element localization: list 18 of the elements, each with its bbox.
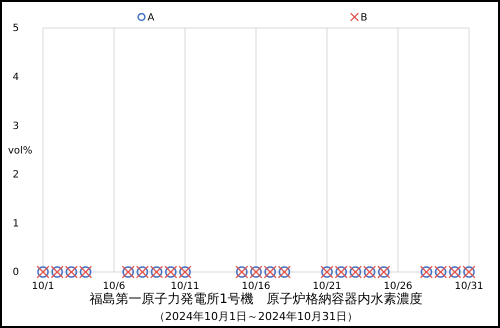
x-tick-label: 10/16 [242,281,270,292]
y-tick-label: 5 [12,23,19,34]
x-tick-label: 10/1 [32,281,54,292]
y-tick-label: 2 [12,170,19,181]
x-tick-label: 10/26 [384,281,412,292]
legend-label: A [148,12,154,24]
y-tick-label: 1 [12,218,19,230]
legend-label: B [360,12,368,24]
text: 福島第一原子力発電所1号機 原子炉格納容器内水素濃度 [89,291,423,307]
x-tick-label: 10/11 [170,281,200,292]
y-tick-label: 0 [12,267,19,278]
y-tick-label: 4 [12,72,19,83]
y-tick-label: 3 [12,120,19,132]
x-tick-label: 10/31 [454,281,484,292]
text: （2024年10月1日～2024年10月31日） [154,310,358,323]
y-axis-title: vol% [8,146,32,156]
x-tick-label: 10/6 [102,281,126,292]
x-tick-label: 10/21 [312,281,342,292]
